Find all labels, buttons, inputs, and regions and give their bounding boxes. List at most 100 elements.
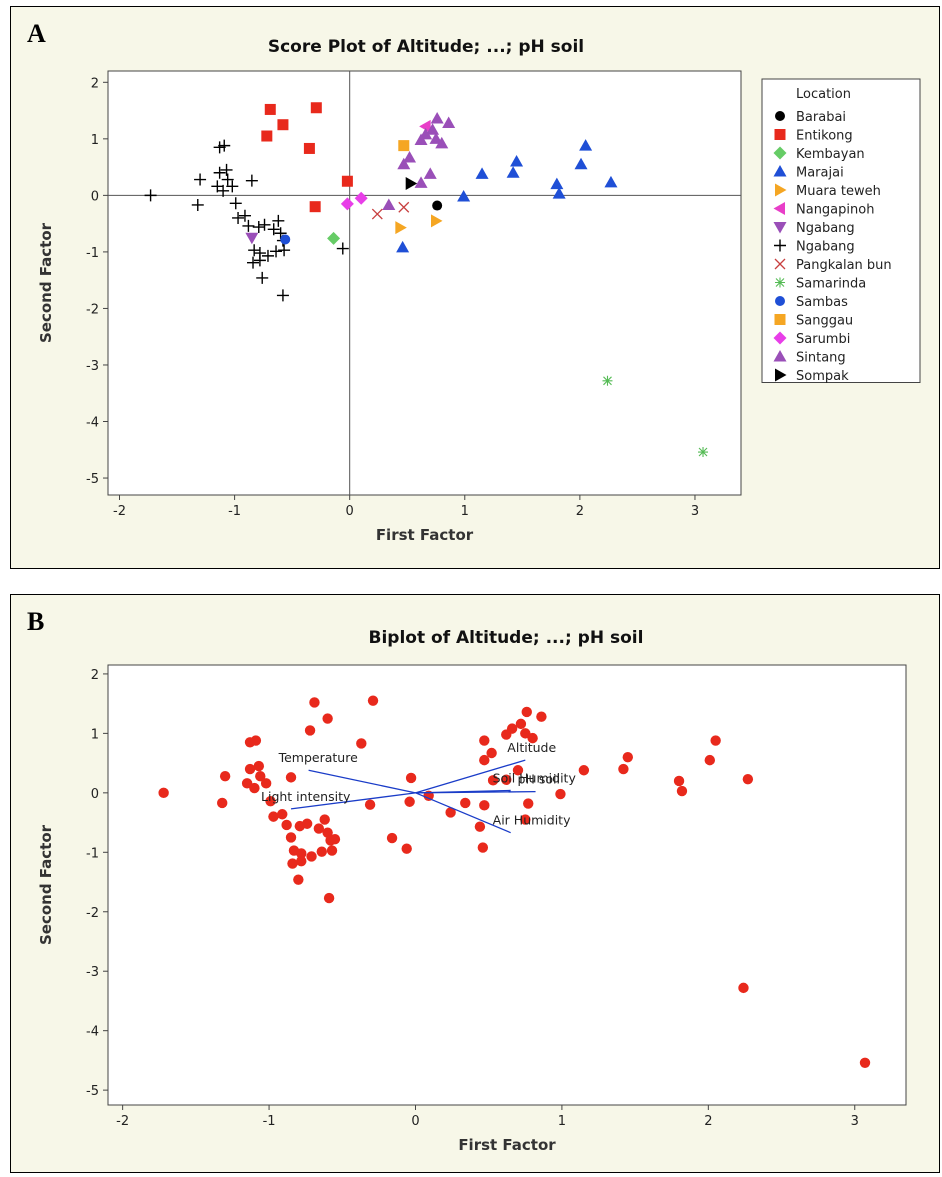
biplot-point [322, 713, 333, 724]
biplot-x-tick-label: 1 [558, 1114, 566, 1129]
score-point-entikong [277, 119, 289, 131]
vector-temperature [308, 769, 416, 794]
legend-entry-sompak: Sompak [796, 369, 849, 384]
legend-entry-sanggau: Sanggau [796, 314, 853, 329]
legend-title: Location [796, 87, 851, 102]
score-point-sintang [423, 167, 437, 179]
panel-label-a: A [27, 19, 46, 48]
legend-marker-kembayan [773, 146, 787, 160]
biplot-point [304, 725, 316, 736]
score-y-tick-label: 2 [91, 76, 99, 91]
biplot-y-tick-label: 1 [91, 727, 99, 742]
biplot-point [445, 807, 456, 818]
biplot-point [285, 832, 297, 843]
score-point-marajai [506, 166, 520, 178]
legend-marker-muara-teweh [775, 183, 787, 197]
vector-label-altitude: Altitude [507, 740, 556, 755]
biplot-y-tick-label: 2 [91, 668, 99, 683]
panel-b-biplot: B Biplot of Altitude; ...; pH soil -2 -1 0… [10, 594, 940, 1173]
biplot-point [523, 798, 534, 809]
score-points [144, 102, 709, 458]
biplot-point [158, 787, 169, 799]
score-x-axis-label: First Factor [376, 526, 474, 544]
biplot-point [501, 774, 512, 785]
score-y-tick-label: -1 [86, 246, 99, 261]
score-point-ngabang [267, 223, 280, 236]
legend-entry-entikong: Entikong [796, 129, 853, 144]
biplot-point [527, 732, 538, 744]
legend-marker-pangkalan-bun [774, 258, 786, 270]
score-point-sarumbi [354, 191, 368, 205]
score-point-sintang [414, 176, 428, 188]
biplot-point [401, 843, 412, 854]
biplot-canvas: -2 -1 0 1 2 3 2 1 0 -1 -2 -3 -4 -5 First Factor Second … [37, 664, 907, 1154]
biplot-x-tick-label: 2 [704, 1114, 712, 1129]
biplot-point [479, 735, 490, 746]
score-point-sintang [403, 150, 417, 163]
biplot-points [158, 695, 871, 1068]
score-y-tick-label: 0 [91, 189, 99, 204]
biplot-point [253, 760, 265, 772]
biplot-y-tick-label: -1 [86, 846, 99, 861]
score-point-entikong [310, 102, 322, 114]
biplot-point [277, 809, 288, 820]
score-point-ngabang [258, 218, 271, 231]
biplot-point [309, 697, 320, 708]
score-point-sintang [435, 136, 449, 149]
biplot-point [356, 738, 367, 749]
score-point-ngabang [144, 189, 157, 202]
legend-entry-barabai: Barabai [796, 110, 846, 125]
biplot-point [742, 773, 754, 785]
score-point-ngabang [232, 211, 245, 224]
score-point-ngabang [252, 221, 265, 234]
legend-entry-sintang: Sintang [796, 351, 846, 366]
biplot-point [515, 718, 527, 730]
legend-box [761, 78, 921, 383]
biplot-point [474, 821, 486, 832]
score-point-muara-teweh [395, 221, 407, 235]
biplot-point [521, 706, 532, 718]
biplot-x-axis-label: First Factor [458, 1136, 556, 1154]
biplot-point [260, 778, 272, 789]
biplot-point [217, 797, 228, 809]
legend-marker-marajai [773, 165, 787, 177]
legend-entry-ngabang: Ngabang [796, 221, 855, 236]
score-y-tick-label: 1 [91, 133, 99, 148]
score-point-ngabang [336, 242, 349, 255]
biplot-point [710, 735, 721, 746]
biplot-point [326, 845, 338, 856]
score-point-muara-teweh [431, 214, 443, 228]
biplot-point [329, 834, 341, 845]
score-x-tick-label: 1 [461, 504, 469, 519]
score-point-sintang [442, 116, 456, 129]
score-point-sintang [397, 157, 411, 170]
biplot-point [479, 754, 490, 766]
score-point-barabai [432, 200, 443, 211]
score-point-sintang [429, 132, 443, 144]
score-point-sambas [280, 234, 291, 245]
biplot-x-tick-label: -2 [116, 1114, 129, 1129]
biplot-point [479, 800, 490, 811]
biplot-vectors [290, 759, 536, 834]
score-point-entikong [309, 201, 321, 213]
biplot-y-tick-label: 0 [91, 787, 99, 802]
biplot-point [618, 763, 629, 775]
score-point-ngabang [276, 289, 289, 302]
legend-marker-entikong [774, 129, 786, 140]
score-point-ngabang [226, 180, 239, 193]
biplot-point [676, 785, 688, 797]
score-plot-canvas: -2 -1 0 1 2 3 2 1 0 -1 -2 -3 -4 -5 First Factor Second … [37, 70, 921, 544]
biplot-point [487, 775, 499, 786]
legend-marker-nangapinoh [773, 202, 785, 215]
score-point-samarinda [602, 375, 613, 386]
vector-altitude [415, 759, 526, 794]
vector-label-air-humidity: Air Humidity [493, 813, 571, 828]
biplot-point [293, 874, 304, 885]
score-point-ngabang [270, 245, 283, 258]
biplot-point [520, 814, 531, 825]
score-point-ngabang [238, 209, 251, 222]
score-point-ngabang [191, 198, 204, 211]
score-point-sintang [426, 123, 440, 135]
score-y-tick-label: -2 [86, 302, 99, 317]
score-point-marajai [552, 187, 566, 199]
